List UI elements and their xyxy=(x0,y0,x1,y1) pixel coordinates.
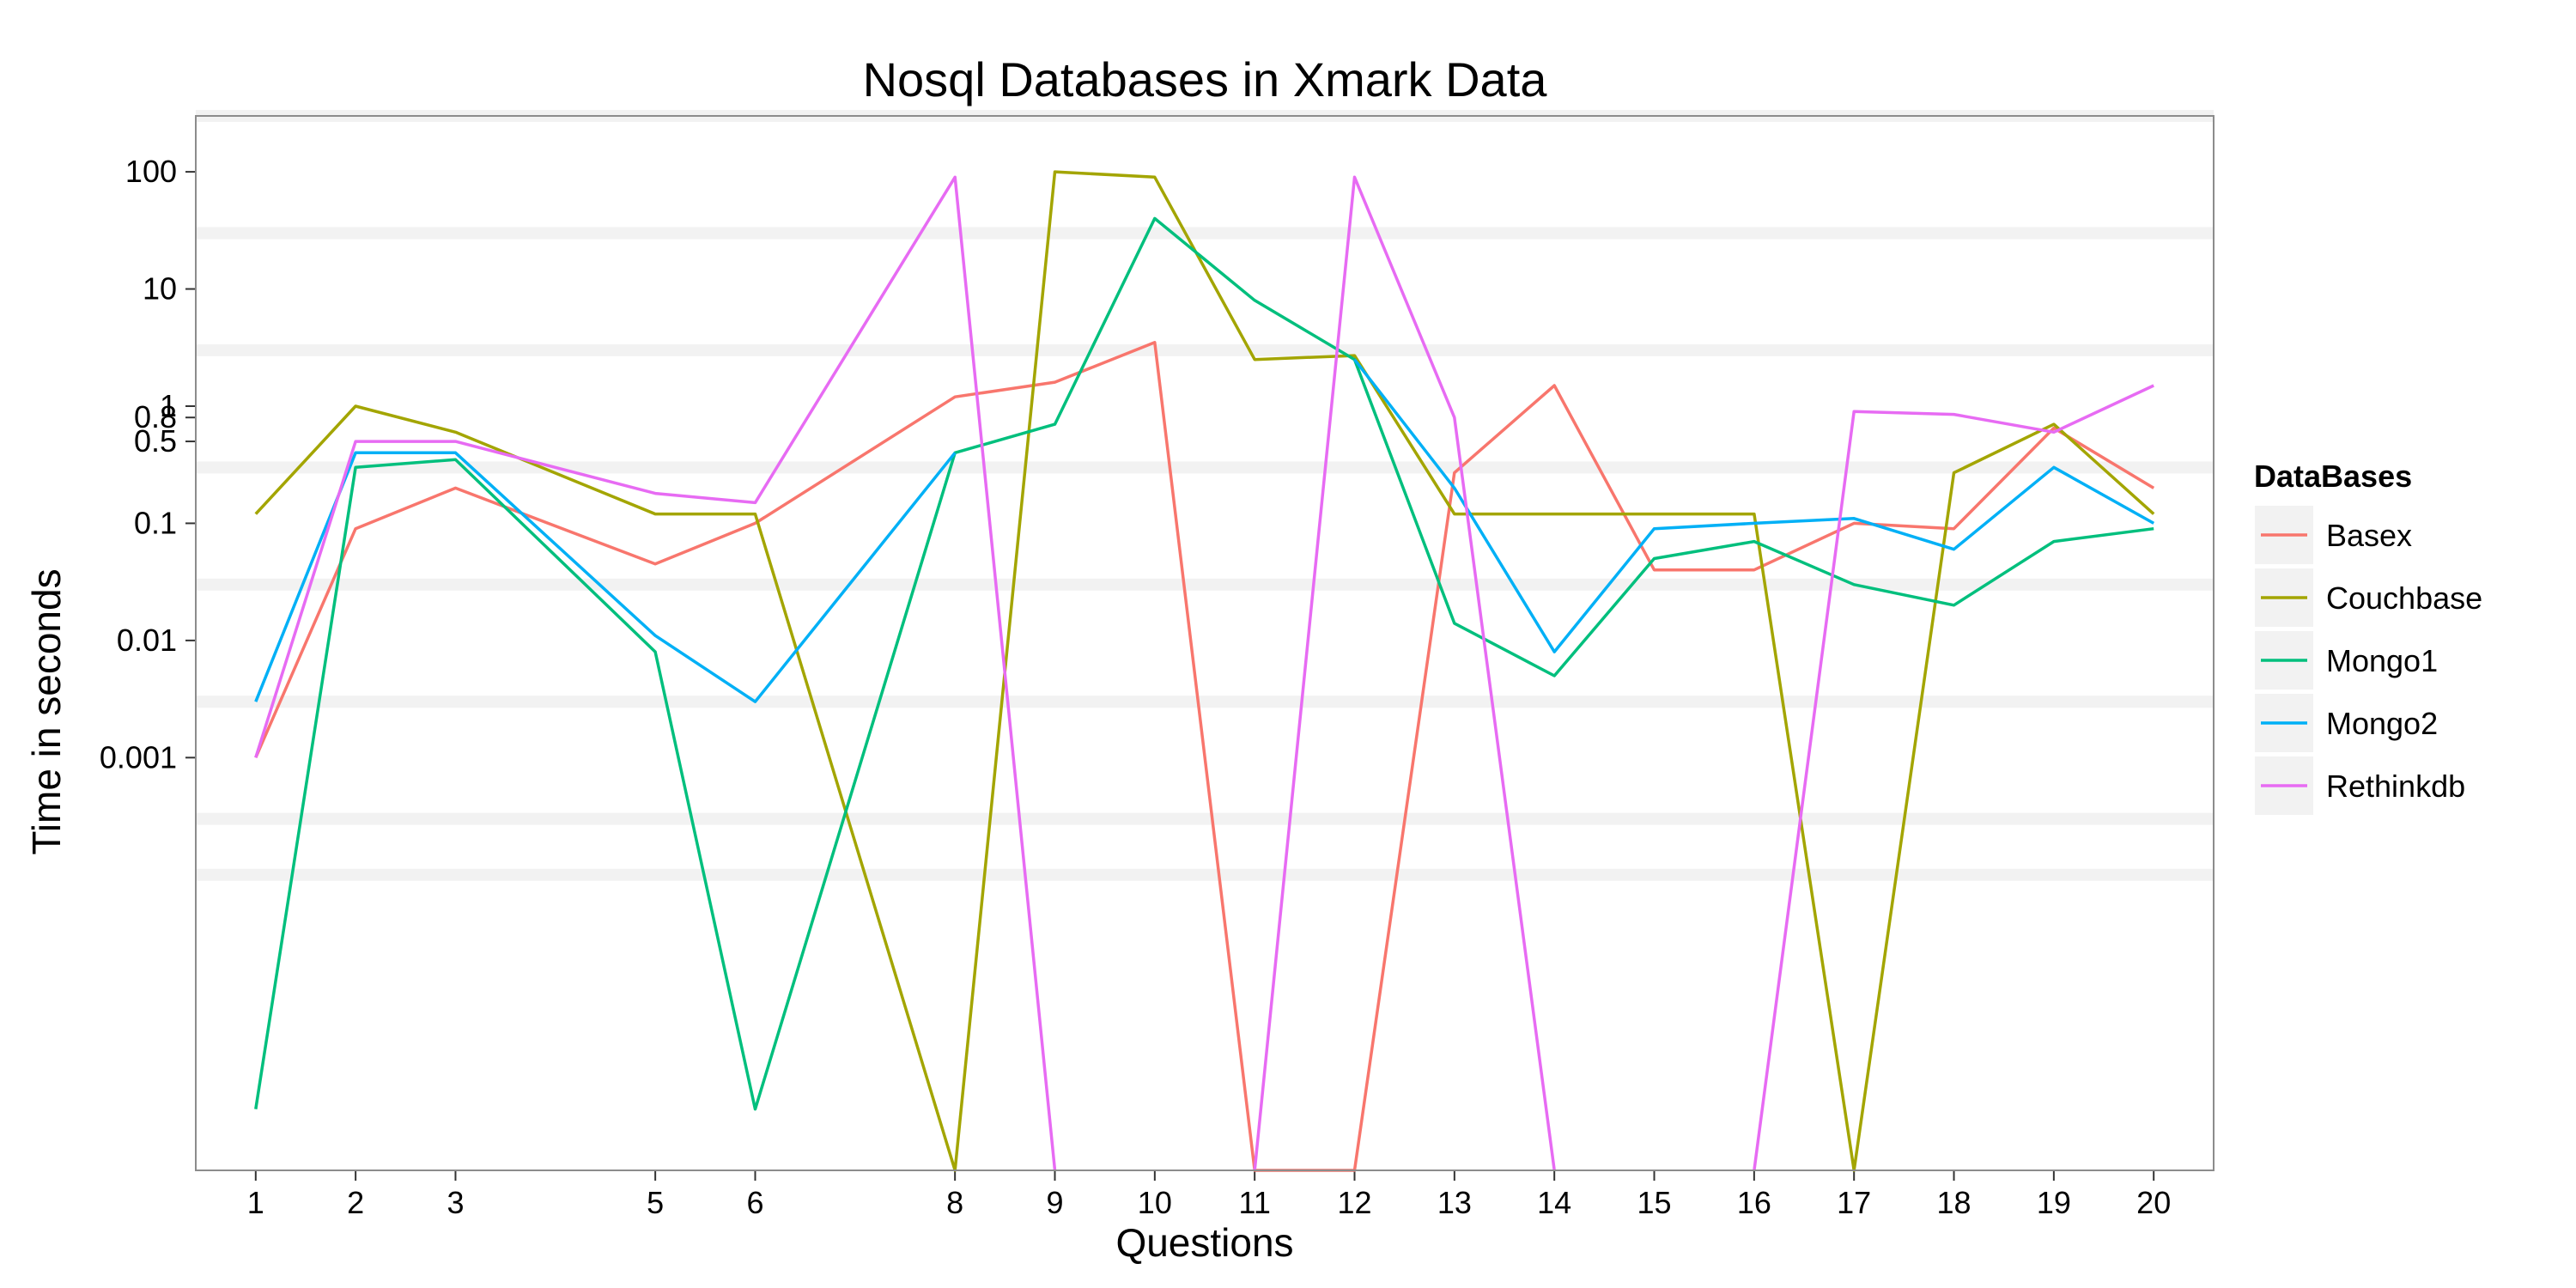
series-line xyxy=(254,170,2155,1172)
y-tick-label: 100 xyxy=(125,154,177,189)
x-tick-label: 13 xyxy=(1437,1185,1472,1220)
legend-label: Basex xyxy=(2326,518,2412,553)
legend-item-mongo2: Mongo2 xyxy=(2253,692,2438,754)
x-tick-label: 6 xyxy=(746,1185,763,1220)
legend-item-mongo1: Mongo1 xyxy=(2253,629,2438,691)
x-tick-label: 8 xyxy=(946,1185,963,1220)
series-line xyxy=(254,175,1057,1171)
legend: DataBases Basex Couchbase Mongo1 Mongo2 Reth… xyxy=(2253,459,2482,817)
legend-title: DataBases xyxy=(2254,459,2412,494)
y-axis-ticks: 0.001 0.01 0.1 0.50.81 10 100 xyxy=(100,154,196,775)
series-line xyxy=(254,216,2154,1111)
x-tick-label: 19 xyxy=(2037,1185,2071,1220)
legend-label: Mongo2 xyxy=(2326,706,2438,741)
x-axis-title: Questions xyxy=(1115,1220,1293,1265)
x-tick-label: 9 xyxy=(1046,1185,1063,1220)
legend-item-couchbase: Couchbase xyxy=(2253,567,2482,629)
series-layer xyxy=(254,170,2155,1172)
series-line xyxy=(1753,384,2154,1171)
x-tick-label: 11 xyxy=(1238,1185,1270,1220)
legend-label: Mongo1 xyxy=(2326,643,2438,678)
legend-item-rethinkdb: Rethinkdb xyxy=(2253,755,2465,817)
series-mongo1 xyxy=(254,216,2154,1111)
x-tick-label: 12 xyxy=(1337,1185,1371,1220)
y-tick-label: 0.5 xyxy=(134,423,177,459)
x-tick-label: 20 xyxy=(2136,1185,2171,1220)
y-tick-label: 0.8 xyxy=(134,399,177,434)
x-tick-label: 15 xyxy=(1637,1185,1671,1220)
y-tick-label: 0.1 xyxy=(134,505,177,540)
legend-item-basex: Basex xyxy=(2253,504,2412,566)
x-tick-label: 5 xyxy=(647,1185,664,1220)
y-tick-label: 0.001 xyxy=(100,739,177,775)
x-tick-label: 10 xyxy=(1138,1185,1172,1220)
x-tick-label: 3 xyxy=(447,1185,464,1220)
x-axis-ticks: 1 2 3 5 6 8 9 10 11 12 13 14 15 16 17 18 19 20 xyxy=(247,1170,2171,1220)
plot-border xyxy=(195,115,2215,1171)
x-tick-label: 16 xyxy=(1737,1185,1771,1220)
series-line xyxy=(1253,175,1556,1171)
series-line xyxy=(1353,358,2155,653)
plot-panel xyxy=(196,116,2214,1170)
y-tick-label: 1 xyxy=(160,388,177,423)
x-tick-label: 1 xyxy=(247,1185,264,1220)
x-tick-label: 14 xyxy=(1537,1185,1571,1220)
y-tick-label: 0.01 xyxy=(117,623,177,658)
x-tick-label: 2 xyxy=(347,1185,364,1220)
series-couchbase xyxy=(254,170,2155,1172)
y-axis-title: Time in seconds xyxy=(24,568,69,854)
legend-items: Basex Couchbase Mongo1 Mongo2 Rethinkdb xyxy=(2253,504,2482,817)
x-tick-label: 17 xyxy=(1837,1185,1871,1220)
chart-title: Nosql Databases in Xmark Data xyxy=(863,52,1548,106)
x-tick-label: 18 xyxy=(1937,1185,1971,1220)
legend-label: Rethinkdb xyxy=(2326,769,2465,804)
y-tick-label: 10 xyxy=(143,271,177,307)
series-rethinkdb xyxy=(254,175,2154,1171)
legend-label: Couchbase xyxy=(2326,580,2482,616)
